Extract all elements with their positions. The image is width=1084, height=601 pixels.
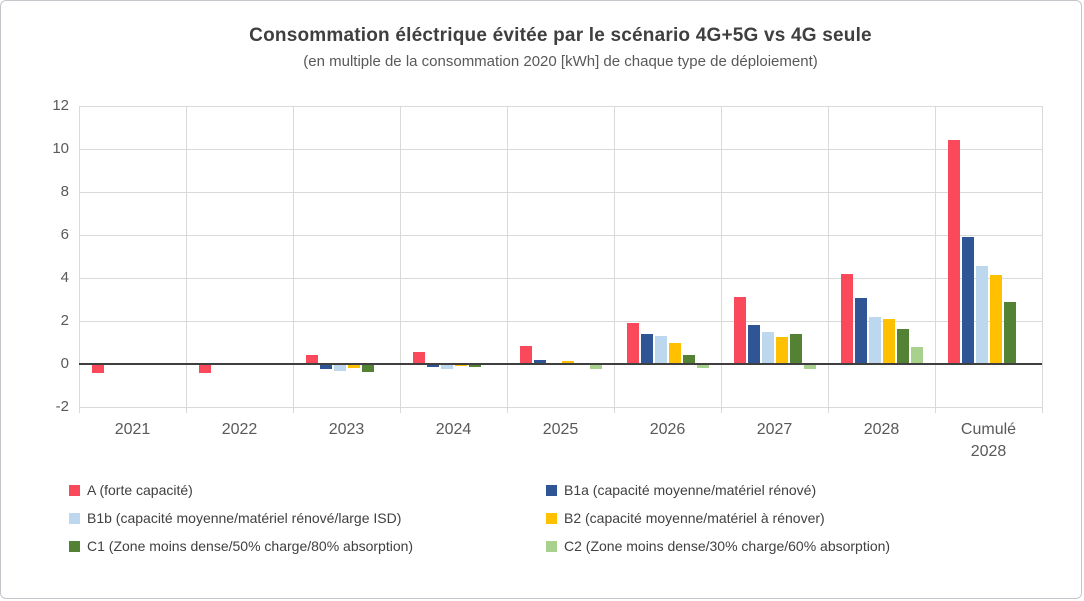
y-tick-label-0: 0 <box>60 355 69 372</box>
y-tick-label-8: 8 <box>60 183 69 200</box>
bar-B1b-2024 <box>440 364 453 370</box>
legend-label-B1b: B1b (capacité moyenne/matériel rénové/la… <box>87 510 402 526</box>
grid-line-y-2 <box>79 407 1042 408</box>
y-tick-label-6: 6 <box>60 226 69 243</box>
bar-B2-2026 <box>668 342 681 364</box>
legend-label-A: A (forte capacité) <box>87 482 193 498</box>
bar-B2-2023 <box>347 364 360 369</box>
grid-line-y8 <box>79 192 1042 193</box>
x-category-label-2022: 2022 <box>221 421 258 438</box>
bar-C1-Cumulé-2028 <box>1003 301 1016 364</box>
x-category-label-2021: 2021 <box>114 421 151 438</box>
legend-item-B1b: B1b (capacité moyenne/matériel rénové/la… <box>69 508 401 528</box>
bar-A-2026 <box>626 323 639 364</box>
category-separator <box>400 106 401 413</box>
grid-line-y4 <box>79 278 1042 279</box>
legend-item-B2: B2 (capacité moyenne/matériel à rénover) <box>546 508 825 528</box>
bar-B1a-2026 <box>640 333 653 364</box>
bar-A-2023 <box>305 355 318 364</box>
category-separator <box>828 106 829 413</box>
bar-B2-2028 <box>882 318 895 364</box>
legend-swatch-C1 <box>69 540 80 552</box>
bar-C1-2023 <box>361 364 374 372</box>
legend-item-C1: C1 (Zone moins dense/50% charge/80% abso… <box>69 536 413 556</box>
legend-item-B1a: B1a (capacité moyenne/matériel rénové) <box>546 480 816 500</box>
legend-item-C2: C2 (Zone moins dense/30% charge/60% abso… <box>546 536 890 556</box>
chart-title: Consommation éléctrique évitée par le sc… <box>249 25 872 46</box>
bar-B2-Cumulé-2028 <box>989 274 1002 364</box>
legend-label-C2: C2 (Zone moins dense/30% charge/60% abso… <box>564 538 891 554</box>
legend-swatch-C2 <box>546 540 557 552</box>
bar-A-2024 <box>412 352 425 364</box>
bar-A-2025 <box>519 345 532 364</box>
x-category-label-2028: 2028 <box>863 421 900 438</box>
chart-subtitle: (en multiple de la consommation 2020 [kW… <box>303 53 818 70</box>
category-separator <box>721 106 722 413</box>
grid-line-y2 <box>79 321 1042 322</box>
category-separator <box>507 106 508 413</box>
bar-B1b-2028 <box>868 316 881 364</box>
category-separator <box>935 106 936 413</box>
x-category-label-2024: 2024 <box>435 421 472 438</box>
legend-label-B2: B2 (capacité moyenne/matériel à rénover) <box>564 510 825 526</box>
y-tick-label-2: 2 <box>60 312 69 329</box>
x-category-label-2027: 2027 <box>756 421 793 438</box>
category-separator <box>614 106 615 413</box>
x-category-label-2026: 2026 <box>649 421 686 438</box>
grid-line-y12 <box>79 106 1042 107</box>
plot-left-border <box>79 106 80 413</box>
legend-swatch-B1a <box>546 484 557 496</box>
legend-item-A: A (forte capacité) <box>69 480 193 500</box>
bar-A-2022 <box>198 364 211 373</box>
bar-C1-2027 <box>789 333 802 364</box>
y-tick-label-4: 4 <box>60 269 69 286</box>
bar-B1a-2027 <box>747 325 760 364</box>
legend-label-B1a: B1a (capacité moyenne/matériel rénové) <box>564 482 817 498</box>
bar-B1b-Cumulé-2028 <box>975 266 988 364</box>
x-category-label-Cumulé-2028: Cumulé 2028 <box>960 421 1017 460</box>
y-tick-label--2: -2 <box>55 398 69 415</box>
bar-B1b-2027 <box>761 331 774 365</box>
category-separator <box>186 106 187 413</box>
grid-line-y10 <box>79 149 1042 150</box>
bar-C1-2024 <box>468 364 481 368</box>
bar-B1b-2026 <box>654 336 667 364</box>
bar-B2-2024 <box>454 364 467 367</box>
bar-B1a-Cumulé-2028 <box>961 237 974 364</box>
x-category-label-2025: 2025 <box>542 421 579 438</box>
legend-swatch-B2 <box>546 512 557 524</box>
bar-B1a-2028 <box>854 298 867 364</box>
y-tick-label-10: 10 <box>52 140 69 157</box>
category-separator <box>293 106 294 413</box>
bar-A-Cumulé-2028 <box>947 140 960 364</box>
bar-A-2028 <box>840 273 853 364</box>
zero-axis-line <box>79 363 1042 365</box>
bar-B1a-2023 <box>319 364 332 370</box>
bar-C1-2026 <box>682 355 695 364</box>
bar-C1-2028 <box>896 328 909 364</box>
bar-C2-2027 <box>803 364 816 370</box>
grid-line-y6 <box>79 235 1042 236</box>
bar-A-2027 <box>733 297 746 365</box>
bar-A-2021 <box>91 364 104 373</box>
x-category-label-2023: 2023 <box>328 421 365 438</box>
plot-right-border <box>1042 106 1043 413</box>
legend-label-C1: C1 (Zone moins dense/50% charge/80% abso… <box>87 538 414 554</box>
bar-B1a-2025 <box>533 359 546 364</box>
bar-B1a-2024 <box>426 364 439 368</box>
y-tick-label-12: 12 <box>52 97 69 114</box>
bar-C2-2026 <box>696 364 709 369</box>
bar-C2-2028 <box>910 346 923 364</box>
bar-B1b-2023 <box>333 364 346 371</box>
legend-swatch-A <box>69 484 80 496</box>
bar-B2-2025 <box>561 360 574 364</box>
legend-swatch-B1b <box>69 512 80 524</box>
bar-B2-2027 <box>775 337 788 364</box>
bar-C2-2025 <box>589 364 602 370</box>
